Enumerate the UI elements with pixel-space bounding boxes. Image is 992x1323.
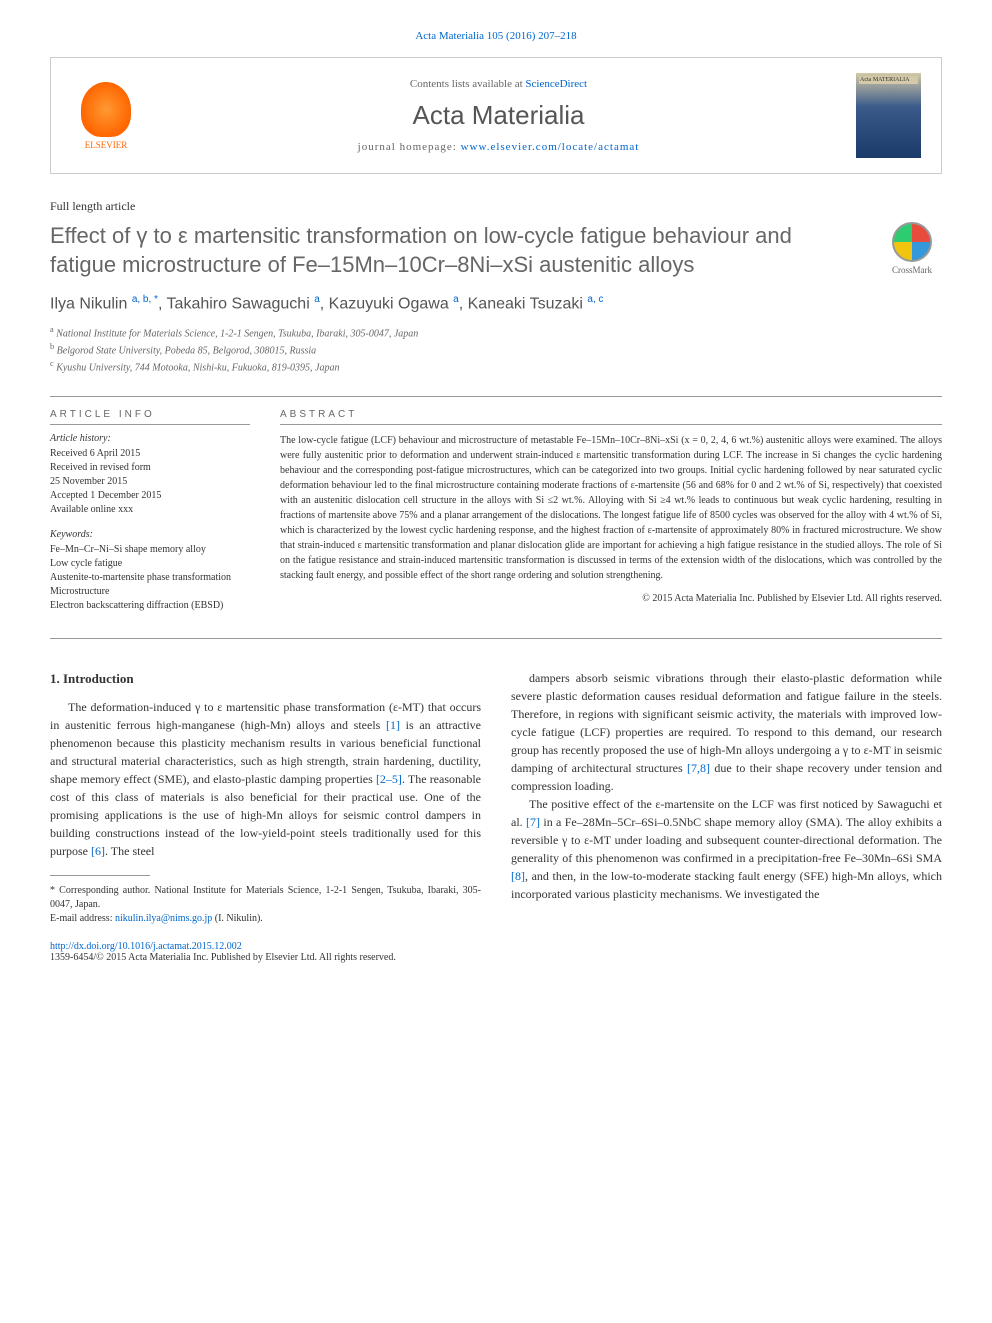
- history-item: Accepted 1 December 2015: [50, 489, 250, 503]
- publisher-name: ELSEVIER: [85, 140, 128, 150]
- body-paragraph: dampers absorb seismic vibrations throug…: [511, 669, 942, 795]
- affiliation-item: a National Institute for Materials Scien…: [50, 324, 942, 341]
- crossmark-label: CrossMark: [892, 265, 932, 275]
- affiliation-item: b Belgorod State University, Pobeda 85, …: [50, 341, 942, 358]
- column-left: 1. Introduction The deformation-induced …: [50, 669, 481, 927]
- crossmark-badge[interactable]: CrossMark: [882, 222, 942, 275]
- abstract-text: The low-cycle fatigue (LCF) behaviour an…: [280, 433, 942, 583]
- homepage-link[interactable]: www.elsevier.com/locate/actamat: [461, 141, 640, 153]
- abstract-copyright: © 2015 Acta Materialia Inc. Published by…: [280, 593, 942, 604]
- history-item: Received 6 April 2015: [50, 447, 250, 461]
- column-right: dampers absorb seismic vibrations throug…: [511, 669, 942, 927]
- keyword-item: Electron backscattering diffraction (EBS…: [50, 599, 250, 613]
- divider: [50, 638, 942, 639]
- article-title: Effect of γ to ε martensitic transformat…: [50, 222, 862, 279]
- affiliation-item: c Kyushu University, 744 Motooka, Nishi-…: [50, 358, 942, 375]
- abstract-heading: ABSTRACT: [280, 409, 942, 420]
- email-footnote: E-mail address: nikulin.ilya@nims.go.jp …: [50, 912, 481, 926]
- sciencedirect-link[interactable]: ScienceDirect: [525, 78, 587, 90]
- history-item: Received in revised form: [50, 461, 250, 475]
- history-label: Article history:: [50, 433, 250, 444]
- authors-line: Ilya Nikulin a, b, *, Takahiro Sawaguchi…: [50, 294, 942, 313]
- contents-available: Contents lists available at ScienceDirec…: [141, 78, 856, 90]
- divider: [50, 396, 942, 397]
- body-paragraph: The positive effect of the ε-martensite …: [511, 795, 942, 903]
- elsevier-tree-icon: [81, 82, 131, 137]
- keyword-item: Low cycle fatigue: [50, 557, 250, 571]
- body-columns: 1. Introduction The deformation-induced …: [50, 669, 942, 927]
- email-suffix: (I. Nikulin).: [212, 913, 263, 924]
- email-link[interactable]: nikulin.ilya@nims.go.jp: [115, 913, 212, 924]
- journal-name: Acta Materialia: [141, 100, 856, 131]
- body-paragraph: The deformation-induced γ to ε martensit…: [50, 698, 481, 860]
- journal-header-box: ELSEVIER Contents lists available at Sci…: [50, 57, 942, 174]
- crossmark-icon: [892, 222, 932, 262]
- article-type: Full length article: [50, 199, 942, 214]
- keyword-item: Austenite-to-martensite phase transforma…: [50, 571, 250, 585]
- article-info: ARTICLE INFO Article history: Received 6…: [50, 409, 250, 613]
- cover-title: Acta MATERIALIA: [859, 76, 918, 84]
- issn-copyright: 1359-6454/© 2015 Acta Materialia Inc. Pu…: [50, 952, 942, 963]
- history-item: 25 November 2015: [50, 475, 250, 489]
- abstract-divider: [280, 424, 942, 425]
- doi-link[interactable]: http://dx.doi.org/10.1016/j.actamat.2015…: [50, 941, 242, 952]
- info-divider: [50, 424, 250, 425]
- journal-cover-thumbnail: Acta MATERIALIA: [856, 73, 921, 158]
- keyword-item: Fe–Mn–Cr–Ni–Si shape memory alloy: [50, 543, 250, 557]
- email-label: E-mail address:: [50, 913, 115, 924]
- keywords-label: Keywords:: [50, 529, 250, 540]
- journal-homepage: journal homepage: www.elsevier.com/locat…: [141, 141, 856, 153]
- article-info-heading: ARTICLE INFO: [50, 409, 250, 420]
- affiliations: a National Institute for Materials Scien…: [50, 324, 942, 376]
- section-heading-intro: 1. Introduction: [50, 669, 481, 689]
- info-abstract-row: ARTICLE INFO Article history: Received 6…: [50, 409, 942, 613]
- corresponding-author-footnote: * Corresponding author. National Institu…: [50, 884, 481, 912]
- keyword-item: Microstructure: [50, 585, 250, 599]
- abstract-block: ABSTRACT The low-cycle fatigue (LCF) beh…: [280, 409, 942, 613]
- history-item: Available online xxx: [50, 503, 250, 517]
- elsevier-logo: ELSEVIER: [71, 76, 141, 156]
- header-center: Contents lists available at ScienceDirec…: [141, 78, 856, 153]
- citation-header: Acta Materialia 105 (2016) 207–218: [50, 30, 942, 42]
- page-footer: http://dx.doi.org/10.1016/j.actamat.2015…: [50, 941, 942, 963]
- footnote-separator: [50, 875, 150, 876]
- homepage-prefix: journal homepage:: [358, 141, 461, 153]
- title-row: Effect of γ to ε martensitic transformat…: [50, 222, 942, 279]
- contents-prefix: Contents lists available at: [410, 78, 525, 90]
